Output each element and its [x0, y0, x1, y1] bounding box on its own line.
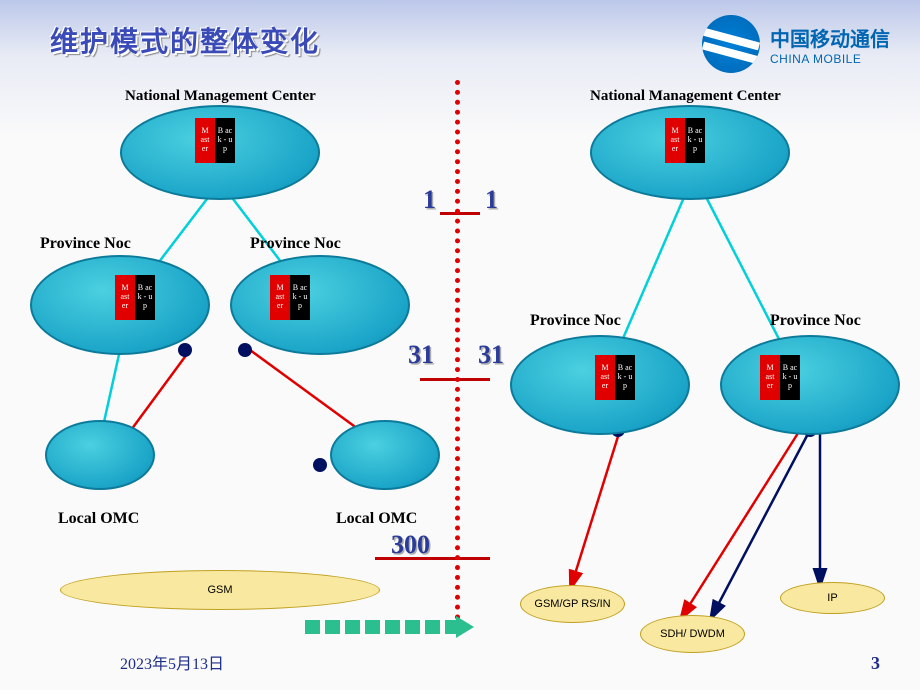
cloud-gsm-gprs: GSM/GP RS/IN [520, 585, 625, 623]
number-300: 300 [391, 530, 430, 560]
logo-en: CHINA MOBILE [770, 52, 890, 66]
redmark-300 [375, 557, 490, 560]
number-1-left: 1 [423, 185, 436, 215]
transition-arrow [300, 620, 460, 634]
server-backup: B ac k - u p [290, 275, 310, 320]
slide-date: 2023年5月13日 [120, 650, 224, 674]
label-pn-l1: Province Noc [40, 235, 131, 253]
number-31-right: 31 [478, 340, 504, 370]
server-backup: B ac k - u p [215, 118, 235, 163]
server-backup: B ac k - u p [615, 355, 635, 400]
server-master: M ast er [115, 275, 135, 320]
vertical-divider [455, 80, 460, 630]
cloud-gsm: GSM [60, 570, 380, 610]
server-master: M ast er [270, 275, 290, 320]
server-backup: B ac k - u p [135, 275, 155, 320]
label-omc2: Local OMC [336, 510, 417, 528]
servers-pn-r1: M ast er B ac k - u p [595, 355, 635, 400]
servers-nmc-right: M ast er B ac k - u p [665, 118, 705, 163]
page-number: 3 [871, 653, 880, 674]
label-pn-r2: Province Noc [770, 312, 861, 330]
server-backup: B ac k - u p [780, 355, 800, 400]
node-omc1 [45, 420, 155, 490]
label-nmc-right: National Management Center [590, 88, 781, 105]
node-pn-l2 [230, 255, 410, 355]
number-1-right: 1 [485, 185, 498, 215]
servers-nmc-left: M ast er B ac k - u p [195, 118, 235, 163]
server-backup: B ac k - u p [685, 118, 705, 163]
logo-cn: 中国移动通信 [770, 23, 890, 52]
node-pn-r2 [720, 335, 900, 435]
server-master: M ast er [665, 118, 685, 163]
cloud-ip: IP [780, 582, 885, 614]
label-pn-l2: Province Noc [250, 235, 341, 253]
number-31-left: 31 [408, 340, 434, 370]
slide-title: 维护模式的整体变化 [50, 20, 320, 60]
server-master: M ast er [595, 355, 615, 400]
servers-pn-l2: M ast er B ac k - u p [270, 275, 310, 320]
brand-logo: 中国移动通信 CHINA MOBILE [702, 15, 890, 73]
servers-pn-r2: M ast er B ac k - u p [760, 355, 800, 400]
label-omc1: Local OMC [58, 510, 139, 528]
node-omc2 [330, 420, 440, 490]
label-pn-r1: Province Noc [530, 312, 621, 330]
servers-pn-l1: M ast er B ac k - u p [115, 275, 155, 320]
logo-icon [702, 15, 760, 73]
redmark-1 [440, 212, 480, 215]
logo-text: 中国移动通信 CHINA MOBILE [770, 23, 890, 66]
server-master: M ast er [195, 118, 215, 163]
cloud-sdh: SDH/ DWDM [640, 615, 745, 653]
server-master: M ast er [760, 355, 780, 400]
label-nmc-left: National Management Center [125, 88, 316, 105]
